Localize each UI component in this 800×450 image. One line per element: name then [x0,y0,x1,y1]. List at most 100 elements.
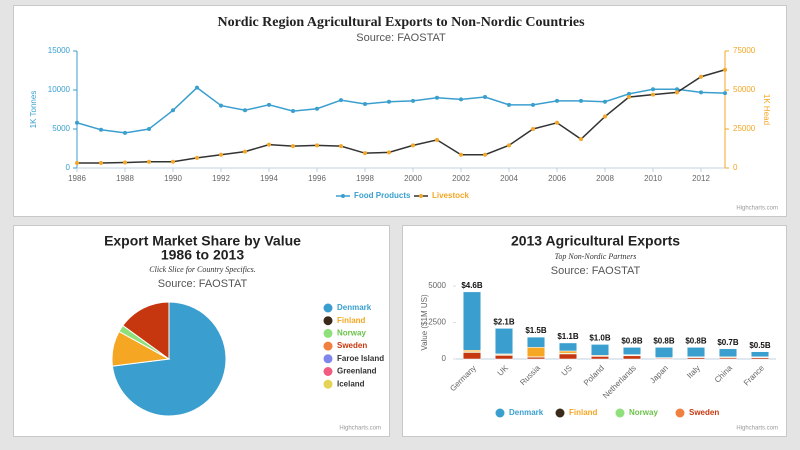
total-label: $0.8B [653,336,675,345]
x-tick-label: China [713,363,735,385]
y-tick-label: 15000 [48,46,71,55]
x-tick-label: 2010 [644,174,662,183]
legend-label: Finland [569,408,598,417]
legend-label: Food Products [354,191,411,200]
bar-segment [526,347,546,358]
legend-label: Norway [629,408,658,417]
legend-label: Norway [337,329,366,338]
data-point [339,144,343,149]
credits: Highcharts.com [339,426,381,432]
data-point [75,161,79,166]
data-point [555,98,559,103]
y-tick-label: 5000 [428,281,446,290]
data-point [243,108,247,113]
legend-marker [323,367,333,376]
total-label: $1.5B [525,326,547,335]
x-tick-label: Japan [648,364,670,386]
line-chart-panel: Nordic Region Agricultural Exports to No… [13,5,787,217]
bar-segment [590,344,610,356]
chart-title: 2013 Agricultural Exports [511,233,680,249]
total-label: $2.1B [493,317,515,326]
total-label: $0.8B [685,336,707,345]
x-tick-label: 2000 [404,174,422,183]
data-point [723,67,727,72]
pie-slice[interactable] [122,301,170,360]
bar-segment [718,348,738,358]
bar-segment [526,336,546,348]
series-line [77,69,726,164]
data-point [483,152,487,157]
bar-segment [686,347,706,358]
x-tick-label: 1996 [308,174,326,183]
data-point [291,109,295,114]
y-tick-label: 2500 [428,318,446,327]
data-point [699,90,703,95]
chart-title: 1986 to 2013 [161,247,244,263]
data-point [195,85,199,90]
data-point [171,159,175,164]
data-point [75,120,79,125]
data-point [387,99,391,104]
total-label: $0.7B [717,338,739,347]
data-point [99,161,103,166]
legend-marker [419,194,423,198]
data-point [267,142,271,147]
x-tick-label: US [560,364,574,378]
data-point [579,98,583,103]
chart-subtitle: Top Non-Nordic Partners [555,252,637,261]
data-point [363,151,367,156]
data-point [651,87,655,92]
total-label: $4.6B [461,281,483,290]
data-point [603,114,607,119]
legend-label: Sweden [689,408,719,417]
data-point [483,95,487,100]
legend-marker [615,408,625,418]
data-point [675,87,679,92]
data-point [507,143,511,148]
bar-segment [558,353,578,360]
bar-segment [462,291,482,351]
data-point [651,92,655,97]
legend-marker [323,379,333,389]
data-point [723,91,727,96]
bar-segment [558,342,578,352]
chart-source: Source: FAOSTAT [158,278,248,290]
data-point [147,159,151,164]
data-point [531,127,535,131]
x-tick-label: Poland [582,364,606,388]
bar-segment [622,347,642,355]
legend-marker [323,328,333,338]
y-tick-label: 10000 [48,85,71,94]
x-tick-label: 1988 [116,174,134,183]
data-point [675,90,679,95]
bar-segment [558,350,578,354]
y2-tick-label: 75000 [733,46,756,55]
data-point [459,97,463,102]
x-tick-label: France [742,363,766,387]
bar-chart-panel: 2013 Agricultural Exports Top Non-Nordic … [402,225,787,437]
data-point [171,108,175,113]
bar-segment [526,356,546,360]
x-tick-label: 2004 [500,174,518,183]
x-tick-label: 1986 [68,174,86,183]
data-point [411,143,415,148]
chart-subtitle: Source: FAOSTAT [356,32,446,44]
series-line [76,86,726,134]
legend-marker [323,341,333,351]
legend-label: Denmark [337,303,372,312]
data-point [99,127,103,132]
legend-marker [495,408,505,418]
credits: Highcharts.com [736,206,778,212]
y2-tick-label: 50000 [733,85,756,94]
y2-tick-label: 25000 [733,124,756,133]
total-label: $0.5B [749,341,771,350]
x-tick-label: 2002 [452,174,470,183]
data-point [339,98,343,103]
data-point [291,144,295,149]
bar-segment [590,356,610,360]
legend-marker [323,303,333,313]
chart-title: Nordic Region Agricultural Exports to No… [217,15,585,30]
x-tick-label: 1994 [260,174,278,183]
legend-marker [323,316,333,326]
chart-subtitle: Click Slice for Country Specifics. [149,265,255,274]
